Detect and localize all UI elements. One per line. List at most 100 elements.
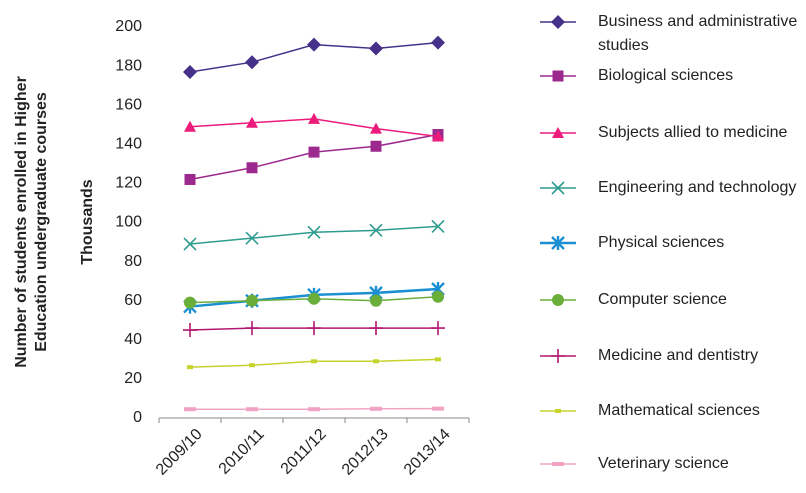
marker	[245, 321, 259, 336]
marker	[311, 359, 317, 364]
marker-shape	[183, 64, 197, 79]
marker-shape	[435, 357, 441, 362]
marker	[373, 359, 379, 364]
marker-shape	[308, 292, 320, 305]
marker	[435, 357, 441, 362]
marker-shape	[308, 407, 320, 412]
marker-shape	[432, 406, 444, 411]
marker-shape	[431, 219, 445, 233]
legend-label: Engineering and technology	[598, 179, 796, 196]
marker	[551, 236, 565, 250]
y-axis-label: Education undergraduate courses	[33, 92, 50, 352]
y-tick-label: 0	[133, 409, 142, 426]
marker	[184, 296, 196, 309]
marker-shape	[551, 181, 565, 195]
marker	[308, 146, 320, 158]
marker-shape	[246, 116, 258, 128]
marker-shape	[432, 130, 444, 142]
marker-shape	[369, 223, 383, 237]
marker	[555, 409, 561, 413]
marker	[431, 219, 445, 233]
y-tick-label: 160	[115, 96, 142, 113]
marker	[184, 407, 196, 412]
y-tick-label: 140	[115, 136, 142, 153]
marker	[369, 41, 383, 56]
y-tick-label: 120	[115, 175, 142, 192]
marker-shape	[187, 365, 193, 370]
marker	[369, 321, 383, 336]
marker	[552, 462, 564, 466]
legend-label: Biological sciences	[598, 67, 733, 84]
marker-shape	[431, 321, 445, 336]
marker-shape	[183, 323, 197, 338]
marker	[183, 64, 197, 79]
marker-shape	[369, 321, 383, 336]
marker	[370, 122, 382, 134]
legend-label: Mathematical sciences	[598, 402, 760, 419]
marker	[245, 55, 259, 70]
x-tick-label: 2010/11	[216, 426, 268, 478]
legend-label: Veterinary science	[598, 455, 729, 472]
marker-shape	[370, 294, 382, 307]
marker-shape	[307, 225, 321, 239]
y-axis-label: Thousands	[79, 179, 96, 264]
marker-shape	[308, 146, 320, 158]
y-axis-label: Number of students enrolled in Higher	[13, 76, 30, 368]
marker	[552, 294, 564, 306]
legend-line-text: Business and administrative	[598, 13, 797, 30]
marker	[184, 120, 196, 132]
legend-line-text: studies	[598, 37, 649, 54]
marker	[431, 321, 445, 336]
marker-shape	[552, 294, 564, 306]
marker-shape	[370, 140, 382, 152]
marker-shape	[183, 237, 197, 251]
marker	[308, 292, 320, 305]
legend-label: Business and administrative studies	[598, 13, 797, 54]
legend-label: Subjects allied to medicine	[598, 124, 788, 141]
marker-shape	[552, 462, 564, 466]
marker-shape	[373, 359, 379, 364]
marker-shape	[370, 122, 382, 134]
marker-shape	[184, 296, 196, 309]
marker	[246, 407, 258, 412]
marker-shape	[308, 112, 320, 124]
marker-shape	[431, 35, 445, 50]
marker	[246, 116, 258, 128]
marker-shape	[551, 236, 565, 250]
marker-shape	[369, 41, 383, 56]
marker	[183, 323, 197, 338]
marker	[183, 237, 197, 251]
marker-shape	[246, 407, 258, 412]
marker-shape	[370, 406, 382, 411]
x-tick-label: 2013/14	[401, 426, 454, 479]
legend-label: Physical sciences	[598, 234, 724, 251]
marker-shape	[307, 321, 321, 336]
marker	[308, 407, 320, 412]
marker-shape	[184, 120, 196, 132]
marker-shape	[311, 359, 317, 364]
y-tick-label: 180	[115, 57, 142, 74]
marker-shape	[245, 321, 259, 336]
marker-shape	[246, 294, 258, 307]
marker-shape	[246, 162, 258, 174]
marker	[187, 365, 193, 370]
x-tick-label: 2009/10	[153, 426, 206, 479]
marker	[184, 173, 196, 185]
marker	[308, 112, 320, 124]
marker	[431, 35, 445, 50]
y-tick-label: 60	[124, 292, 142, 309]
x-tick-label: 2011/12	[278, 426, 330, 478]
marker	[307, 225, 321, 239]
marker	[551, 181, 565, 195]
marker	[370, 406, 382, 411]
marker-shape	[552, 127, 564, 138]
x-tick-label: 2012/13	[339, 426, 392, 479]
marker	[370, 140, 382, 152]
series-line	[189, 225, 439, 245]
marker-shape	[245, 231, 259, 245]
marker-shape	[184, 407, 196, 412]
marker	[307, 37, 321, 52]
y-tick-label: 80	[124, 253, 142, 270]
y-tick-label: 200	[115, 18, 142, 35]
